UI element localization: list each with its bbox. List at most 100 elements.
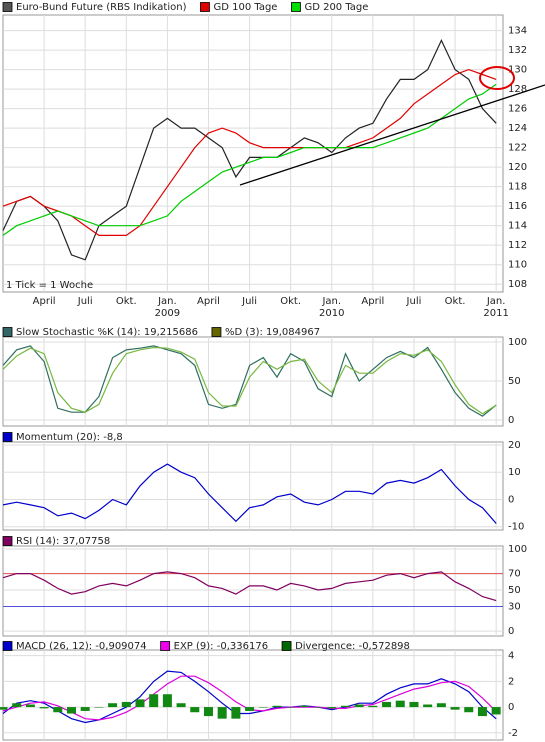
line [2,670,497,724]
bar [327,707,337,709]
bar [121,701,131,708]
bar [491,707,501,715]
bar [190,707,200,713]
y-tick-label: 130 [508,65,527,76]
line [2,83,497,236]
x-tick-label: Jan. 2009 [154,296,181,319]
bar [272,705,282,708]
y-tick-label: 100 [508,337,527,348]
y-tick-label: 134 [508,26,527,37]
bar [382,701,392,708]
y-tick-label: 0 [508,415,514,426]
x-tick-label: Okt. [280,296,302,307]
legend-label: Momentum (20): -8,8 [16,432,123,443]
line [2,346,497,415]
y-tick-label: 110 [508,260,527,271]
legend-label: GD 100 Tage [213,2,277,13]
line [2,68,497,236]
bar [217,707,227,719]
plot-area [2,649,504,741]
bar [354,704,364,708]
bar [108,703,118,708]
y-tick-label: 118 [508,182,527,193]
x-tick-label: April [197,296,220,307]
bar [450,707,460,710]
legend-label: Divergence: -0,572898 [295,641,410,652]
legend-label: EXP (9): -0,336176 [174,641,268,652]
legend-label: GD 200 Tage [304,2,368,13]
bar [203,707,213,717]
bar [66,707,76,714]
bar [94,707,104,708]
bar [409,701,419,708]
bar [464,707,474,713]
legend-swatch [2,432,13,442]
y-tick-label: -10 [508,522,524,533]
x-tick-label: April [32,296,56,307]
plot-area [2,441,504,531]
bar [53,707,63,713]
bar [176,703,186,708]
x-tick-label: Juli [242,296,257,307]
plot-area [2,545,504,637]
x-tick-label: Juli [406,296,422,307]
y-tick-label: 0 [508,626,514,637]
legend-swatch [2,536,13,546]
legend-label: MACD (26, 12): -0,909074 [16,641,147,652]
x-tick-label: Jan. 2010 [319,296,345,319]
bar [286,707,296,708]
y-tick-label: 120 [508,162,527,173]
y-tick-label: 126 [508,104,527,115]
line [2,571,497,602]
bar [436,703,446,708]
legend-swatch [281,641,292,651]
line [2,38,497,261]
legend-label: %D (3): 19,084967 [225,327,320,338]
y-tick-label: 128 [508,84,527,95]
y-tick-label: 112 [508,240,527,251]
y-tick-label: 70 [508,569,521,580]
bar [231,707,241,719]
bar [39,707,49,709]
y-tick-label: 132 [508,45,527,56]
plot-area [2,14,504,293]
note: 1 Tick = 1 Woche [6,280,93,291]
bar [299,705,309,708]
bar [423,704,433,708]
legend-swatch [211,327,222,337]
y-tick-label: 114 [508,221,527,232]
y-tick-label: 0 [508,494,514,505]
y-tick-label: 4 [508,651,514,662]
x-tick-label: Juli [77,296,93,307]
bar [25,704,35,708]
x-tick-label: Okt. [444,296,466,307]
legend-swatch [2,2,13,12]
y-tick-label: 50 [508,376,521,387]
bar [12,703,22,708]
x-tick-label: Okt. [115,296,137,307]
y-tick-label: 10 [508,467,521,478]
bar [395,700,405,708]
bar [340,705,350,708]
bar [245,707,255,711]
legend-swatch [2,327,13,337]
bar [477,707,487,717]
trend-line [239,84,545,186]
bar [162,694,172,708]
highlight-circle [479,66,515,90]
y-tick-label: 30 [508,601,521,612]
legend-label: Slow Stochastic %K (14): 19,215686 [16,327,198,338]
y-tick-label: 50 [508,585,521,596]
y-tick-label: 116 [508,201,527,212]
y-tick-label: 122 [508,143,527,154]
y-tick-label: 108 [508,279,527,290]
bar [258,707,268,708]
line [2,463,497,524]
y-tick-label: -2 [508,728,518,739]
legend-swatch [160,641,171,651]
legend-swatch [2,641,13,651]
bar [149,694,159,708]
legend-swatch [291,2,301,12]
